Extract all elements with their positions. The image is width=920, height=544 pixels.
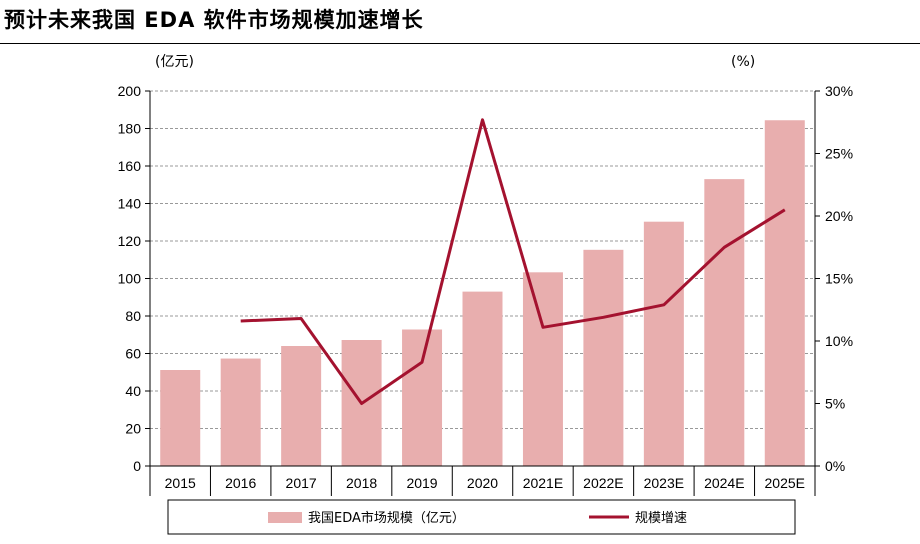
bar xyxy=(583,249,624,466)
right-tick-label: 0% xyxy=(825,458,845,474)
right-tick-label: 25% xyxy=(825,146,853,162)
left-tick-label: 180 xyxy=(118,121,142,137)
x-tick-label: 2019 xyxy=(406,475,437,491)
x-tick-label: 2017 xyxy=(286,475,317,491)
legend-bar-label: 我国EDA市场规模（亿元） xyxy=(308,510,465,526)
x-tick-label: 2020 xyxy=(467,475,498,491)
left-tick-label: 160 xyxy=(118,158,142,174)
chart-title: 预计未来我国 EDA 软件市场规模加速增长 xyxy=(4,8,424,32)
bar xyxy=(643,221,684,466)
x-tick-label: 2021E xyxy=(523,475,563,491)
right-tick-label: 20% xyxy=(825,208,853,224)
right-axis-unit: (%) xyxy=(731,54,755,70)
left-tick-label: 120 xyxy=(118,233,142,249)
x-tick-label: 2015 xyxy=(165,475,196,491)
left-tick-label: 80 xyxy=(125,308,141,324)
axes xyxy=(145,90,820,496)
left-tick-label: 200 xyxy=(118,83,142,99)
right-tick-label: 15% xyxy=(825,271,853,287)
bar xyxy=(764,120,805,466)
bar xyxy=(160,370,201,466)
legend: 我国EDA市场规模（亿元） 规模增速 xyxy=(167,499,796,535)
left-tick-label: 60 xyxy=(125,346,141,362)
x-tick-label: 2023E xyxy=(644,475,684,491)
right-tick-label: 5% xyxy=(825,396,845,412)
bar xyxy=(522,272,563,466)
bar xyxy=(281,346,322,466)
bar xyxy=(220,358,261,466)
x-tick-label: 2022E xyxy=(583,475,623,491)
bar-series xyxy=(160,120,805,466)
x-tick-label: 2024E xyxy=(704,475,744,491)
tick-labels: 0 20 40 60 80 100 120 140 160 180 200 0% 5% 10% 15% 20%… xyxy=(118,83,853,491)
legend-box xyxy=(167,499,796,535)
left-tick-label: 140 xyxy=(118,196,142,212)
bar xyxy=(402,329,443,466)
title-rule xyxy=(0,43,920,44)
right-tick-label: 30% xyxy=(825,83,853,99)
legend-bar-swatch xyxy=(268,512,302,523)
x-tick-label: 2025E xyxy=(765,475,805,491)
left-tick-label: 0 xyxy=(133,458,141,474)
x-tick-label: 2018 xyxy=(346,475,377,491)
bar xyxy=(462,291,503,466)
bar xyxy=(704,179,745,466)
right-tick-label: 10% xyxy=(825,333,853,349)
legend-line-label: 规模增速 xyxy=(635,511,687,526)
left-axis-unit: (亿元) xyxy=(155,54,194,70)
left-tick-label: 100 xyxy=(118,271,142,287)
left-tick-label: 40 xyxy=(125,383,141,399)
x-tick-label: 2016 xyxy=(225,475,256,491)
left-tick-label: 20 xyxy=(125,421,141,437)
growth-line xyxy=(240,118,786,405)
